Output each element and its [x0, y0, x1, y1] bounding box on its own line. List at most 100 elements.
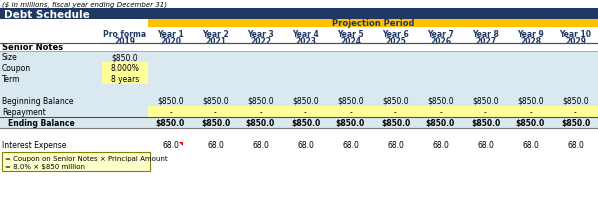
Bar: [102, 128, 148, 139]
Bar: [463, 128, 508, 139]
Bar: [238, 85, 283, 95]
Text: $850.0: $850.0: [517, 96, 544, 105]
Bar: [373, 128, 418, 139]
Text: 2021: 2021: [205, 37, 226, 46]
Bar: [463, 52, 508, 63]
Bar: [0, 95, 102, 106]
Text: Term: Term: [2, 75, 20, 84]
Bar: [328, 139, 373, 150]
Bar: [373, 139, 418, 150]
Bar: [102, 63, 148, 74]
Text: $850.0: $850.0: [291, 118, 320, 127]
Bar: [463, 139, 508, 150]
Bar: [0, 118, 102, 128]
Text: $850.0: $850.0: [561, 118, 590, 127]
Bar: [553, 118, 598, 128]
Bar: [508, 85, 553, 95]
Bar: [238, 63, 283, 74]
Bar: [193, 106, 238, 118]
Polygon shape: [178, 142, 182, 146]
Bar: [508, 128, 553, 139]
Bar: [508, 139, 553, 150]
Bar: [373, 52, 418, 63]
Text: Year 6: Year 6: [382, 30, 409, 39]
Bar: [553, 52, 598, 63]
Bar: [238, 118, 283, 128]
Text: 2025: 2025: [385, 37, 406, 46]
Text: Coupon: Coupon: [2, 64, 31, 73]
Text: Year 8: Year 8: [472, 30, 499, 39]
Text: Year 5: Year 5: [337, 30, 364, 39]
Text: Senior Notes: Senior Notes: [2, 43, 63, 52]
Bar: [0, 139, 102, 150]
Text: $850.0: $850.0: [337, 96, 364, 105]
Bar: [238, 95, 283, 106]
Text: 68.0: 68.0: [522, 140, 539, 149]
Text: Year 9: Year 9: [517, 30, 544, 39]
Text: -: -: [484, 108, 487, 116]
Text: -: -: [259, 108, 262, 116]
Bar: [148, 95, 193, 106]
Text: $850.0: $850.0: [112, 53, 138, 62]
Text: 2026: 2026: [430, 37, 451, 46]
Text: $850.0: $850.0: [292, 96, 319, 105]
Bar: [328, 118, 373, 128]
Bar: [238, 139, 283, 150]
Text: 68.0: 68.0: [207, 140, 224, 149]
Text: 2029: 2029: [565, 37, 586, 46]
Bar: [0, 128, 102, 139]
Text: $850.0: $850.0: [381, 118, 410, 127]
Bar: [0, 106, 102, 118]
Bar: [283, 128, 328, 139]
Text: Interest Expense: Interest Expense: [2, 140, 66, 149]
Text: Size: Size: [2, 53, 18, 62]
Bar: [463, 63, 508, 74]
Bar: [102, 74, 148, 85]
Bar: [553, 106, 598, 118]
Bar: [373, 118, 418, 128]
Text: $850.0: $850.0: [201, 118, 230, 127]
Bar: [193, 128, 238, 139]
Bar: [508, 63, 553, 74]
Bar: [508, 106, 553, 118]
Bar: [193, 139, 238, 150]
Bar: [238, 52, 283, 63]
Text: 8 years: 8 years: [111, 75, 139, 84]
Text: 2020: 2020: [160, 37, 181, 46]
Bar: [148, 52, 193, 63]
Text: 8.000%: 8.000%: [111, 64, 139, 73]
Bar: [283, 118, 328, 128]
Text: $850.0: $850.0: [426, 118, 455, 127]
Bar: [193, 74, 238, 85]
Bar: [553, 85, 598, 95]
Text: Year 1: Year 1: [157, 30, 184, 39]
Bar: [463, 106, 508, 118]
Text: -: -: [529, 108, 532, 116]
Bar: [553, 128, 598, 139]
Bar: [508, 118, 553, 128]
Text: -: -: [394, 108, 397, 116]
Bar: [283, 52, 328, 63]
Bar: [283, 139, 328, 150]
Bar: [193, 118, 238, 128]
Text: 2023: 2023: [295, 37, 316, 46]
Text: $850.0: $850.0: [516, 118, 545, 127]
Bar: [418, 95, 463, 106]
Text: 2024: 2024: [340, 37, 361, 46]
Text: 68.0: 68.0: [297, 140, 314, 149]
Bar: [463, 95, 508, 106]
Text: Debt Schedule: Debt Schedule: [4, 9, 90, 19]
Bar: [193, 63, 238, 74]
Text: Beginning Balance: Beginning Balance: [2, 96, 74, 105]
Bar: [508, 74, 553, 85]
Bar: [102, 95, 148, 106]
Bar: [328, 128, 373, 139]
Text: -: -: [169, 108, 172, 116]
Bar: [508, 95, 553, 106]
Text: 68.0: 68.0: [567, 140, 584, 149]
Text: 68.0: 68.0: [387, 140, 404, 149]
Text: Pro forma: Pro forma: [103, 30, 147, 39]
Bar: [328, 52, 373, 63]
Bar: [148, 74, 193, 85]
Bar: [148, 85, 193, 95]
